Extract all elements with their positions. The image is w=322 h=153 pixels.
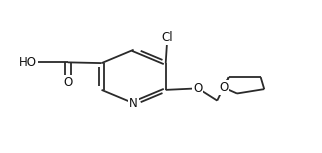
Text: Cl: Cl [162,31,173,44]
Text: N: N [129,97,138,110]
Text: O: O [63,76,72,89]
Text: O: O [219,81,228,94]
Text: HO: HO [19,56,37,69]
Text: O: O [193,82,203,95]
